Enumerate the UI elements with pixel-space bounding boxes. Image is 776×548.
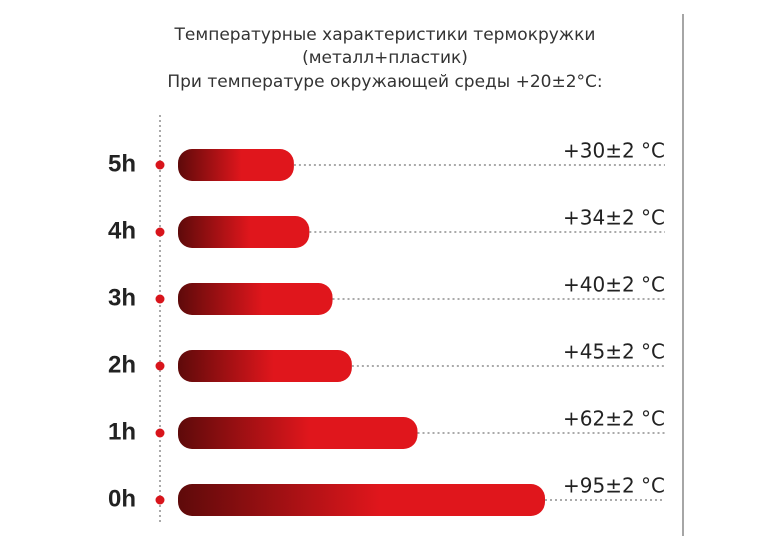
bar <box>178 283 333 315</box>
value-label: +34±2 °C <box>563 206 665 230</box>
category-label: 1h <box>108 418 136 445</box>
value-label: +40±2 °C <box>563 273 665 297</box>
chart-note: При температуре окружающей среды +20±2°C… <box>167 72 602 92</box>
value-label: +62±2 °C <box>563 407 665 431</box>
chart-title: Температурные характеристики термокружки <box>174 25 596 45</box>
bar <box>178 350 352 382</box>
category-label: 0h <box>108 485 136 512</box>
bar <box>178 417 418 449</box>
category-label: 4h <box>108 217 136 244</box>
marker-dot <box>155 495 165 505</box>
chart-subtitle: (металл+пластик) <box>302 48 468 68</box>
bar <box>178 484 545 516</box>
value-label: +45±2 °C <box>563 340 665 364</box>
value-label: +95±2 °C <box>563 474 665 498</box>
value-label: +30±2 °C <box>563 139 665 163</box>
marker-dot <box>155 361 165 371</box>
marker-dot <box>155 428 165 438</box>
category-label: 3h <box>108 284 136 311</box>
marker-dot <box>155 160 165 170</box>
category-label: 2h <box>108 351 136 378</box>
bar <box>178 216 310 248</box>
marker-dot <box>155 227 165 237</box>
marker-dot <box>155 294 165 304</box>
bar <box>178 149 294 181</box>
category-label: 5h <box>108 150 136 177</box>
